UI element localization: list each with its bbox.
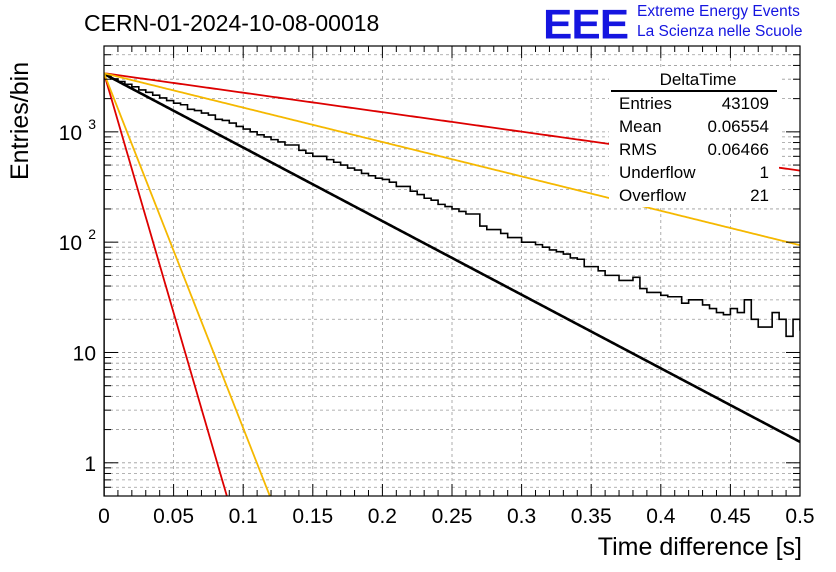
logo-line-2: La Scienza nelle Scuole <box>637 23 803 40</box>
x-tick-label: 0.1 <box>229 505 258 528</box>
stats-row-rms: RMS 0.06466 <box>609 138 779 161</box>
histogram-outline <box>104 74 800 496</box>
y-tick-exponent: 2 <box>88 226 96 242</box>
x-tick-label: 0.2 <box>368 505 397 528</box>
y-tick-label: 10 <box>59 122 82 145</box>
x-tick-label: 0.3 <box>507 505 536 528</box>
stats-row-entries: Entries 43109 <box>609 92 779 115</box>
y-tick-label: 10 <box>59 232 82 255</box>
stats-label: Overflow <box>619 186 687 205</box>
fit-curve-4 <box>104 72 271 496</box>
stats-label: Mean <box>619 117 662 136</box>
x-tick-label: 0.05 <box>153 505 194 528</box>
logo-line-1: Extreme Energy Events <box>637 3 800 20</box>
x-tick-label: 0 <box>98 505 110 528</box>
fit-curve-3 <box>104 72 800 247</box>
stats-value: 1 <box>759 163 769 182</box>
y-axis-label: Entries/bin <box>6 61 34 180</box>
x-tick-label: 0.45 <box>710 505 751 528</box>
stats-row-overflow: Overflow 21 <box>609 184 779 207</box>
x-tick-label: 0.35 <box>571 505 612 528</box>
x-tick-label: 0.15 <box>292 505 333 528</box>
x-tick-label: 0.5 <box>785 505 814 528</box>
x-axis-label: Time difference [s] <box>597 533 802 561</box>
stats-label: RMS <box>619 140 657 159</box>
x-tick-label: 0.4 <box>646 505 676 528</box>
stats-row-underflow: Underflow 1 <box>609 161 779 184</box>
stats-value: 0.06466 <box>707 140 769 159</box>
stats-title-rule <box>611 90 777 92</box>
run-title: CERN-01-2024-10-08-00018 <box>84 10 380 36</box>
y-tick-label: 10 <box>73 342 96 365</box>
stats-value: 43109 <box>721 94 769 113</box>
stats-label: Entries <box>619 94 672 113</box>
stats-value: 0.06554 <box>707 117 769 136</box>
fit-curve-0 <box>104 72 800 444</box>
stats-row-mean: Mean 0.06554 <box>609 115 779 138</box>
y-tick-exponent: 3 <box>88 116 96 132</box>
stats-box: DeltaTime Entries 43109 Mean 0.06554 RMS… <box>609 70 779 207</box>
fit-curve-2 <box>104 72 228 496</box>
eee-logo: EEE <box>543 1 629 48</box>
stats-title: DeltaTime <box>659 70 737 89</box>
stats-value: 21 <box>750 186 769 205</box>
histogram-group <box>104 74 800 496</box>
stats-label: Underflow <box>619 163 696 182</box>
x-tick-label: 0.25 <box>432 505 473 528</box>
y-tick-label: 1 <box>84 453 96 476</box>
axes-group: 0 0.05 0.1 0.15 0.2 0.25 0.3 0.35 0.4 0.45 0.5 1 10 1… <box>59 45 815 528</box>
